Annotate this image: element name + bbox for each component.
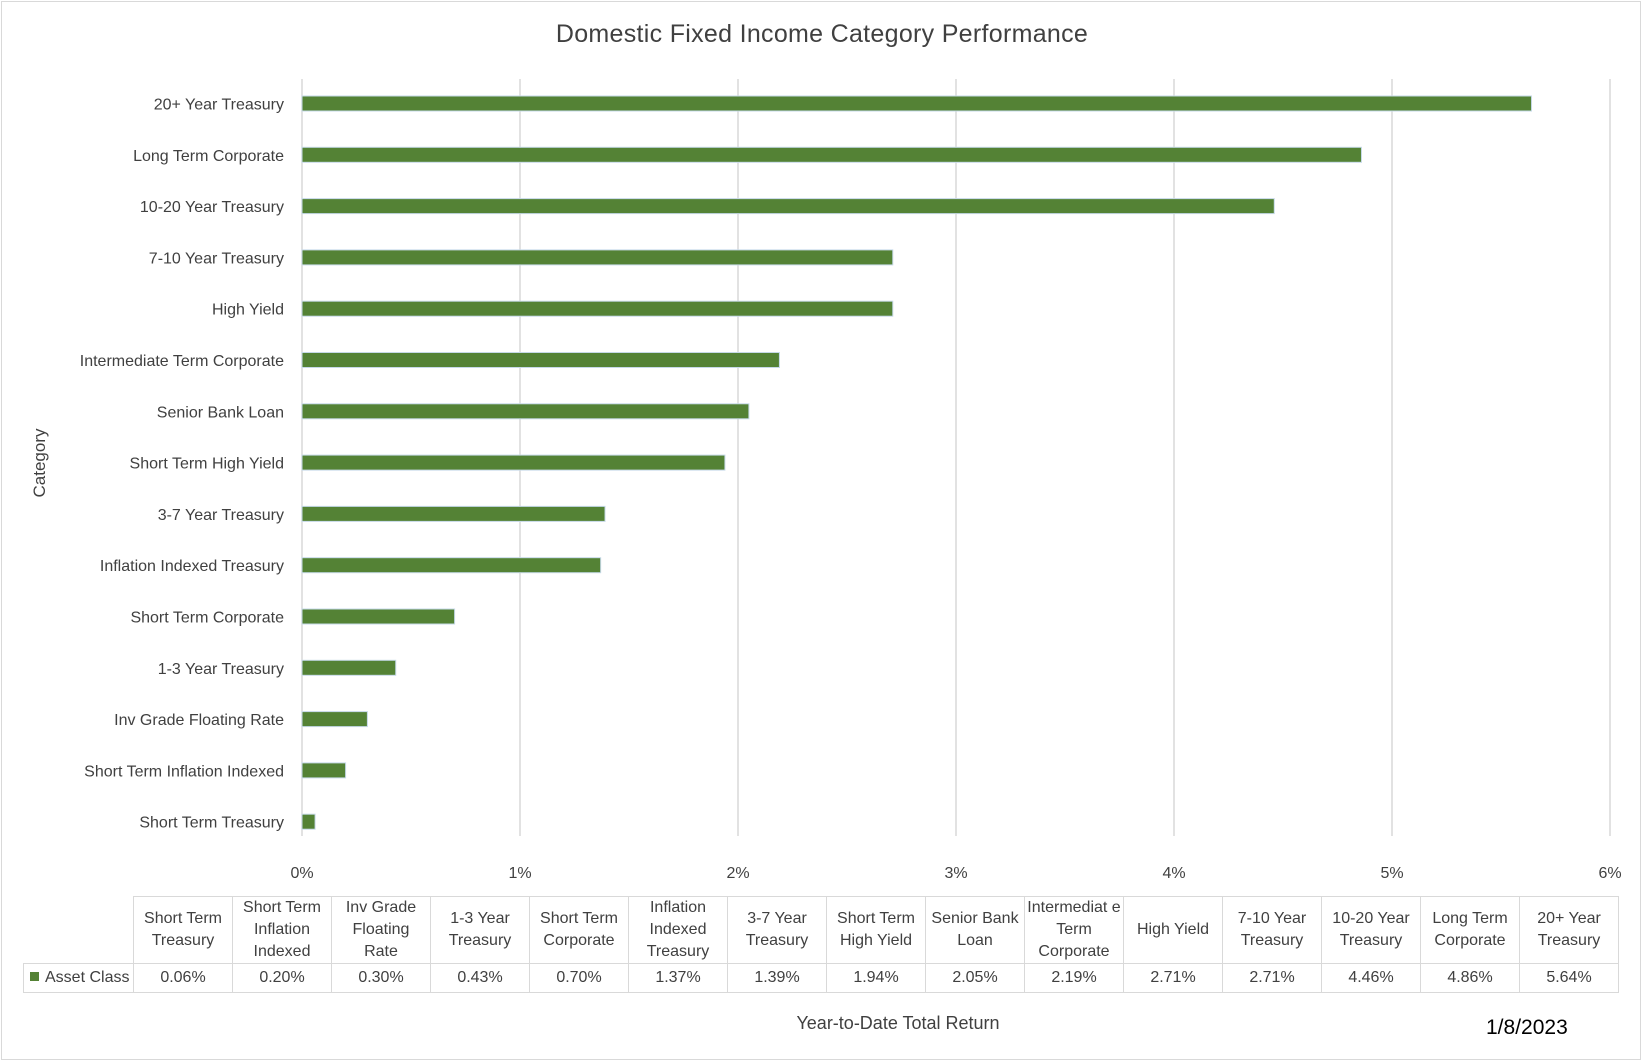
table-value-cell: 1.94% (826, 963, 926, 993)
bar (301, 352, 780, 368)
data-table: Short Term Treasury Short Term Inflation … (23, 896, 1619, 993)
x-axis-label: Year-to-Date Total Return (796, 1013, 1000, 1033)
table-value-cell: 5.64% (1519, 963, 1619, 993)
plot-area: 20+ Year Treasury Long Term Corporate 10-2… (80, 79, 1622, 882)
table-header-cell: Short Term Treasury (133, 896, 233, 964)
x-tick-label: 4% (1162, 865, 1185, 882)
bar (301, 198, 1275, 215)
table-value-cell: 0.20% (232, 963, 332, 993)
table-value-cell: 2.71% (1222, 963, 1322, 993)
table-value-cell: 4.86% (1420, 963, 1520, 993)
category-label: 10-20 Year Treasury (140, 199, 284, 216)
category-label: Short Term Treasury (139, 815, 284, 832)
category-label: 3-7 Year Treasury (158, 507, 284, 524)
chart-title: Domestic Fixed Income Category Performan… (555, 20, 1089, 48)
table-value-cell: 0.30% (331, 963, 431, 993)
table-header-cell: Inv Grade Floating Rate (331, 896, 431, 964)
table-value-cell: 1.39% (727, 963, 827, 993)
table-header-cell: 7-10 Year Treasury (1222, 896, 1322, 964)
table-corner-cell (23, 896, 134, 964)
x-tick-label: 1% (508, 865, 531, 882)
category-label: Inflation Indexed Treasury (100, 558, 284, 575)
bar (301, 659, 397, 676)
category-label: 1-3 Year Treasury (158, 661, 284, 678)
table-value-row: Asset Class 0.06% 0.20% 0.30% 0.43% 0.70% 1.3… (23, 963, 1619, 993)
bar (301, 762, 347, 779)
table-value-cell: 2.05% (925, 963, 1025, 993)
x-tick-label: 2% (726, 865, 749, 882)
category-labels: 20+ Year Treasury Long Term Corporate 10-2… (80, 97, 284, 832)
table-header-cell: Short Term Inflation Indexed (232, 896, 332, 964)
table-value-cell: 2.19% (1024, 963, 1124, 993)
x-tick-label: 3% (944, 865, 967, 882)
table-header-cell: Intermediat e Term Corporate (1024, 896, 1124, 964)
legend-swatch (30, 972, 39, 981)
category-label: Senior Bank Loan (157, 404, 284, 421)
x-tick-label: 6% (1598, 865, 1621, 882)
bar (301, 505, 606, 522)
table-header-cell: High Yield (1123, 896, 1223, 964)
bar (301, 146, 1362, 163)
table-header-cell: 20+ Year Treasury (1519, 896, 1619, 964)
table-value-cell: 1.37% (628, 963, 728, 993)
category-label: Intermediate Term Corporate (80, 353, 284, 370)
table-header-cell: 1-3 Year Treasury (430, 896, 530, 964)
bar (301, 454, 726, 471)
table-value-cell: 0.43% (430, 963, 530, 993)
x-tick-labels: 0% 1% 2% 3% 4% 5% 6% (290, 865, 1621, 882)
x-tick-label: 5% (1380, 865, 1403, 882)
table-value-cell: 4.46% (1321, 963, 1421, 993)
category-label: Inv Grade Floating Rate (114, 712, 284, 729)
bar (301, 300, 894, 317)
legend-series-name: Asset Class (45, 969, 130, 986)
date-stamp: 1/8/2023 (1486, 1016, 1568, 1039)
table-header-cell: Inflation Indexed Treasury (628, 896, 728, 964)
category-label: 7-10 Year Treasury (149, 250, 284, 267)
table-header-cell: Senior Bank Loan (925, 896, 1025, 964)
table-header-cell: Long Term Corporate (1420, 896, 1520, 964)
bar (301, 403, 750, 420)
table-header-cell: Short Term Corporate (529, 896, 629, 964)
bar (301, 95, 1533, 112)
category-label: Short Term Inflation Indexed (84, 763, 284, 780)
table-value-cell: 2.71% (1123, 963, 1223, 993)
table-value-cell: 0.70% (529, 963, 629, 993)
table-value-cell: 0.06% (133, 963, 233, 993)
legend-cell: Asset Class (23, 963, 134, 993)
category-label: Short Term High Yield (130, 456, 284, 473)
table-header-cell: 3-7 Year Treasury (727, 896, 827, 964)
category-label: High Yield (212, 302, 284, 319)
bar (301, 608, 456, 625)
table-header-row: Short Term Treasury Short Term Inflation … (23, 896, 1619, 964)
x-tick-label: 0% (290, 865, 313, 882)
category-label: Short Term Corporate (130, 610, 284, 627)
bar (301, 249, 894, 266)
table-header-cell: Short Term High Yield (826, 896, 926, 964)
bar (301, 711, 368, 728)
bar (301, 813, 316, 830)
bar (301, 557, 602, 574)
category-label: Long Term Corporate (133, 148, 284, 165)
bars (301, 95, 1533, 830)
category-label: 20+ Year Treasury (154, 97, 284, 114)
table-header-cell: 10-20 Year Treasury (1321, 896, 1421, 964)
